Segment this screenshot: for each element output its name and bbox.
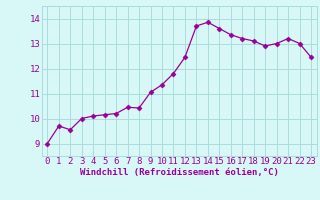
X-axis label: Windchill (Refroidissement éolien,°C): Windchill (Refroidissement éolien,°C)	[80, 168, 279, 177]
